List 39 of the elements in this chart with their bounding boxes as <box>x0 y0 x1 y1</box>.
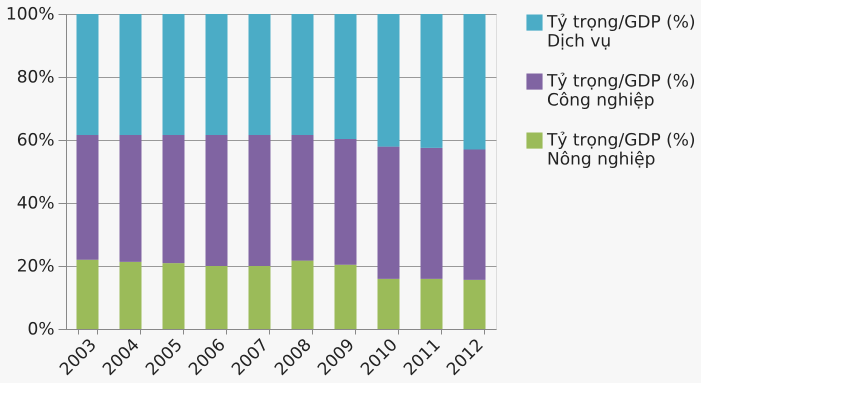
y-tick-label: 80% <box>16 68 54 88</box>
y-tick-label: 20% <box>16 256 54 276</box>
bar <box>292 14 314 135</box>
bar <box>248 266 270 329</box>
bar <box>292 134 314 261</box>
bar <box>292 260 314 329</box>
bar <box>248 14 270 135</box>
bar <box>464 149 486 280</box>
bar <box>120 14 142 135</box>
bar <box>378 278 400 329</box>
bar <box>76 14 98 135</box>
legend-label: Tỷ trọng/GDP (%) Dịch vụ <box>546 12 696 52</box>
bar <box>334 139 356 265</box>
bar <box>206 266 228 329</box>
bar <box>162 14 184 135</box>
y-tick-label: 0% <box>28 320 54 340</box>
bar <box>378 14 400 147</box>
y-tick-label: 100% <box>6 4 54 24</box>
bar <box>378 146 400 279</box>
bar <box>464 14 486 150</box>
y-tick-label: 40% <box>16 194 54 214</box>
bar <box>248 134 270 266</box>
bar <box>206 14 228 135</box>
bar <box>334 264 356 329</box>
bar <box>120 134 142 262</box>
legend-label: Tỷ trọng/GDP (%) Nông nghiệp <box>546 130 696 170</box>
bar <box>420 14 442 148</box>
bar <box>162 134 184 264</box>
bar <box>120 262 142 329</box>
bar <box>206 134 228 266</box>
bar <box>420 148 442 279</box>
legend-label: Tỷ trọng/GDP (%) Công nghiệp <box>546 72 696 110</box>
bar <box>420 278 442 329</box>
y-tick-label: 60% <box>16 130 54 150</box>
bar <box>76 260 98 329</box>
bar <box>334 14 356 140</box>
bar <box>162 263 184 329</box>
bar <box>76 134 98 260</box>
bar <box>464 280 486 329</box>
